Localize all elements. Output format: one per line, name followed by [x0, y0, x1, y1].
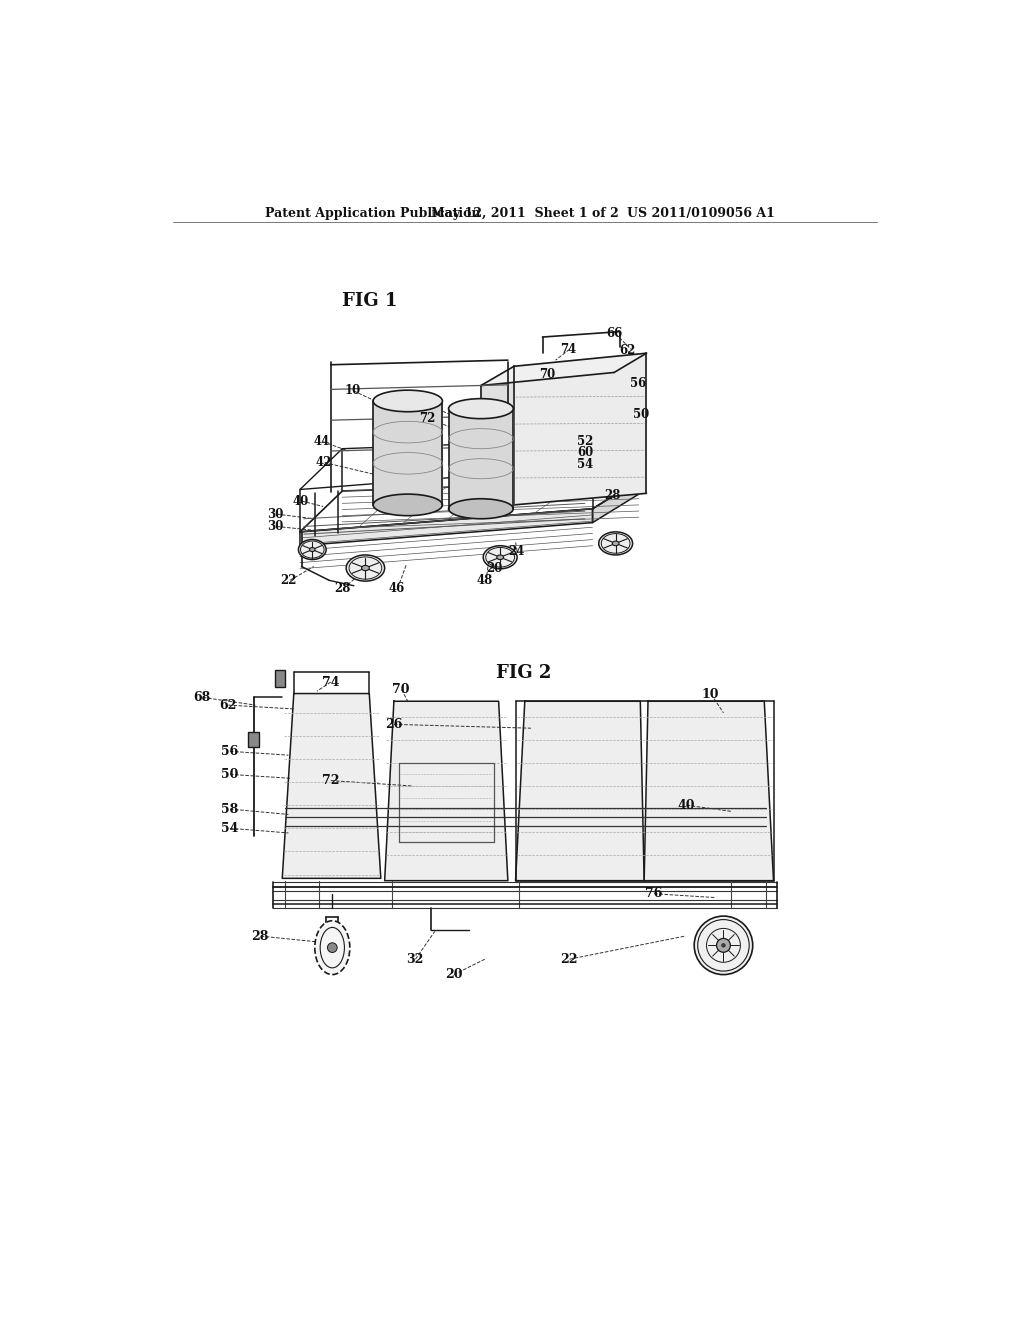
Text: 10: 10: [345, 384, 360, 397]
Text: 28: 28: [252, 929, 269, 942]
Text: 60: 60: [578, 446, 594, 459]
Text: 56: 56: [220, 744, 238, 758]
Text: 74: 74: [322, 676, 339, 689]
Text: 10: 10: [701, 688, 720, 701]
Text: 54: 54: [578, 458, 594, 471]
Polygon shape: [514, 354, 646, 506]
Ellipse shape: [309, 548, 315, 552]
Polygon shape: [644, 701, 773, 880]
Polygon shape: [283, 693, 381, 878]
Text: 56: 56: [630, 376, 646, 389]
Text: 72: 72: [419, 412, 435, 425]
Text: 44: 44: [313, 436, 330, 449]
Text: 26: 26: [385, 718, 402, 731]
Ellipse shape: [612, 541, 620, 545]
Text: 50: 50: [220, 768, 238, 781]
Circle shape: [328, 942, 337, 953]
Text: 22: 22: [281, 574, 297, 587]
Text: 62: 62: [219, 698, 237, 711]
Polygon shape: [373, 401, 442, 506]
Text: 42: 42: [315, 455, 332, 469]
Ellipse shape: [599, 532, 633, 554]
Text: 58: 58: [220, 803, 238, 816]
Ellipse shape: [361, 565, 370, 570]
Ellipse shape: [298, 540, 326, 560]
Circle shape: [722, 944, 725, 946]
Circle shape: [717, 939, 730, 952]
Text: 20: 20: [444, 968, 462, 981]
Text: 26: 26: [419, 399, 435, 412]
Text: 28: 28: [335, 582, 351, 594]
Text: 22: 22: [560, 953, 578, 966]
FancyBboxPatch shape: [274, 671, 286, 688]
Text: 20: 20: [486, 561, 503, 574]
Text: 48: 48: [477, 574, 494, 587]
Ellipse shape: [346, 554, 385, 581]
Circle shape: [694, 916, 753, 974]
Text: 32: 32: [407, 953, 424, 966]
Polygon shape: [481, 354, 646, 385]
Polygon shape: [385, 701, 508, 880]
Text: 70: 70: [392, 684, 410, 696]
Text: 52: 52: [578, 436, 594, 449]
Ellipse shape: [373, 391, 442, 412]
Text: FIG 2: FIG 2: [496, 664, 551, 681]
Text: 30: 30: [267, 520, 284, 533]
Text: 66: 66: [606, 327, 623, 341]
Text: 40: 40: [677, 799, 694, 812]
Polygon shape: [515, 701, 644, 880]
Text: 70: 70: [539, 367, 555, 380]
Text: 28: 28: [604, 490, 621, 502]
Text: 76: 76: [645, 887, 663, 900]
Text: Patent Application Publication: Patent Application Publication: [265, 207, 481, 220]
Text: US 2011/0109056 A1: US 2011/0109056 A1: [628, 207, 775, 220]
Ellipse shape: [314, 921, 350, 974]
Text: 54: 54: [220, 822, 238, 834]
Text: 72: 72: [322, 774, 339, 787]
Ellipse shape: [449, 499, 513, 519]
Text: FIG 1: FIG 1: [342, 292, 397, 310]
Ellipse shape: [449, 399, 513, 418]
Text: 30: 30: [267, 508, 284, 520]
Polygon shape: [481, 367, 514, 511]
Text: 46: 46: [388, 582, 404, 594]
Text: 24: 24: [508, 545, 524, 557]
Text: May 12, 2011  Sheet 1 of 2: May 12, 2011 Sheet 1 of 2: [431, 207, 618, 220]
Ellipse shape: [497, 554, 504, 560]
Text: 40: 40: [292, 495, 308, 508]
Text: 62: 62: [620, 345, 636, 358]
Text: 50: 50: [633, 408, 649, 421]
Text: 68: 68: [194, 690, 211, 704]
Text: 74: 74: [560, 343, 577, 356]
Ellipse shape: [373, 494, 442, 516]
Polygon shape: [593, 480, 639, 523]
Ellipse shape: [483, 545, 517, 569]
FancyBboxPatch shape: [249, 733, 259, 747]
Polygon shape: [449, 409, 513, 508]
Polygon shape: [300, 508, 593, 545]
